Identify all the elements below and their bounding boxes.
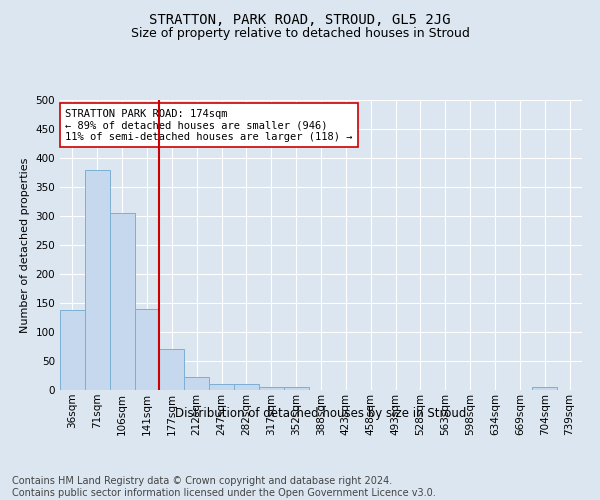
Y-axis label: Number of detached properties: Number of detached properties [20,158,30,332]
Bar [134,309,160,390]
Bar [259,387,284,390]
Bar [160,350,184,390]
Bar [85,170,110,390]
Text: Size of property relative to detached houses in Stroud: Size of property relative to detached ho… [131,28,469,40]
Bar [60,310,85,390]
Text: Contains HM Land Registry data © Crown copyright and database right 2024.
Contai: Contains HM Land Registry data © Crown c… [12,476,436,498]
Text: STRATTON PARK ROAD: 174sqm
← 89% of detached houses are smaller (946)
11% of sem: STRATTON PARK ROAD: 174sqm ← 89% of deta… [65,108,353,142]
Bar [234,384,259,390]
Bar [110,213,134,390]
Text: Distribution of detached houses by size in Stroud: Distribution of detached houses by size … [175,408,467,420]
Bar [209,384,234,390]
Text: STRATTON, PARK ROAD, STROUD, GL5 2JG: STRATTON, PARK ROAD, STROUD, GL5 2JG [149,12,451,26]
Bar [184,377,209,390]
Bar [532,387,557,390]
Bar [284,387,308,390]
